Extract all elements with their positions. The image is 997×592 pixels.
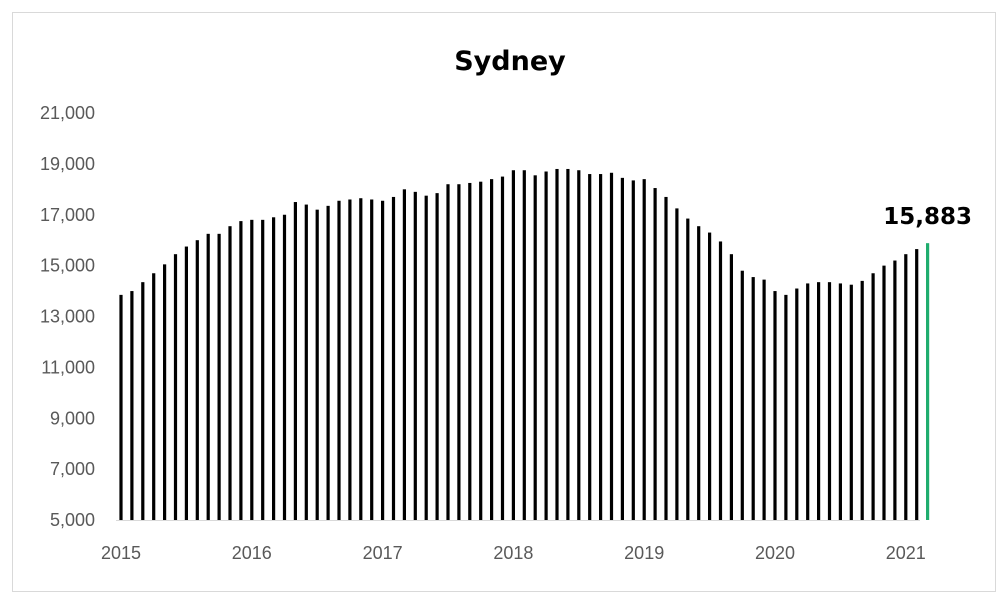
bar: [184, 246, 188, 520]
bar: [544, 171, 548, 520]
bar-latest: [926, 243, 930, 520]
bar: [806, 283, 810, 520]
bar: [740, 270, 744, 520]
bar: [860, 280, 864, 520]
y-tick-label: 13,000: [40, 307, 95, 327]
bar: [163, 264, 167, 520]
bar: [653, 188, 657, 520]
y-tick-label: 11,000: [41, 357, 95, 377]
bar-series: [119, 168, 930, 521]
bar: [849, 284, 853, 520]
bar: [130, 291, 134, 520]
x-tick-label: 2015: [101, 543, 141, 563]
bar: [718, 241, 723, 520]
y-tick-label: 5,000: [50, 510, 95, 530]
bar: [871, 273, 875, 520]
bar: [817, 282, 821, 520]
bar: [217, 233, 221, 520]
bar: [642, 179, 646, 520]
bar: [413, 191, 417, 520]
bar: [468, 182, 472, 520]
bar: [751, 277, 755, 520]
bar: [304, 204, 308, 520]
bar: [141, 282, 145, 520]
bar: [784, 294, 788, 520]
bar: [391, 196, 396, 520]
bar: [882, 265, 886, 520]
bar: [609, 172, 614, 520]
bar: [272, 217, 276, 520]
bar: [522, 170, 526, 520]
bar: [631, 180, 635, 521]
bar: [577, 170, 581, 520]
bar: [838, 283, 842, 520]
bar: [555, 168, 559, 520]
bar: [827, 282, 832, 520]
bar: [893, 260, 897, 520]
bar: [664, 196, 668, 520]
bar: [620, 177, 624, 520]
bar: [359, 198, 363, 520]
bar: [337, 200, 341, 520]
bar: [697, 226, 701, 520]
bar: [762, 279, 766, 520]
x-tick-label: 2021: [886, 543, 926, 563]
bar: [370, 199, 374, 521]
bar: [599, 174, 603, 521]
y-tick-label: 15,000: [40, 256, 95, 276]
x-tick-label: 2019: [624, 543, 664, 563]
bar: [348, 199, 352, 521]
bar: [446, 184, 450, 520]
bar: [152, 273, 156, 520]
x-tick-label: 2018: [493, 543, 533, 563]
y-tick-label: 17,000: [40, 205, 95, 225]
bar: [173, 254, 178, 520]
bar: [424, 195, 428, 520]
x-axis: 2015 2016 2017 2018 2019 2020 2021: [101, 520, 926, 563]
bar: [675, 208, 679, 520]
bar: [195, 240, 199, 520]
bar: [566, 168, 570, 520]
bar: [686, 218, 690, 521]
bar: [261, 219, 265, 520]
bar: [490, 179, 494, 520]
bar: [500, 176, 505, 520]
bar: [250, 219, 254, 520]
bar: [773, 291, 777, 520]
bar: [479, 181, 483, 520]
bar: [457, 184, 461, 520]
bar: [326, 205, 330, 521]
bar: [402, 189, 406, 520]
bar: [915, 249, 919, 520]
bar: [119, 294, 123, 520]
bar: [729, 254, 733, 520]
x-tick-label: 2017: [363, 543, 403, 563]
bar: [282, 214, 287, 520]
y-tick-label: 9,000: [50, 408, 95, 428]
bar: [315, 209, 319, 520]
bar: [228, 226, 232, 520]
y-tick-label: 7,000: [50, 459, 95, 479]
bar: [795, 288, 799, 520]
chart-title: Sydney: [454, 46, 566, 77]
bar: [435, 193, 439, 521]
bar: [511, 170, 515, 520]
bar: [381, 200, 385, 520]
x-tick-label: 2020: [755, 543, 795, 563]
y-axis: 5,000 7,000 9,000 11,000 13,000 15,000 17,000 1…: [40, 103, 95, 530]
bar: [904, 254, 908, 520]
bar: [239, 221, 243, 520]
chart-area: Sydney 5,000 7,000 9,000 11,000 13,000 15,000…: [40, 46, 972, 563]
y-tick-label: 19,000: [40, 154, 95, 174]
bar: [533, 175, 537, 520]
bar: [293, 202, 297, 520]
last-value-label: 15,883: [883, 204, 972, 230]
bar: [708, 232, 712, 520]
x-tick-label: 2016: [232, 543, 272, 563]
y-tick-label: 21,000: [40, 103, 95, 123]
bar: [588, 174, 592, 521]
bar: [206, 233, 210, 520]
